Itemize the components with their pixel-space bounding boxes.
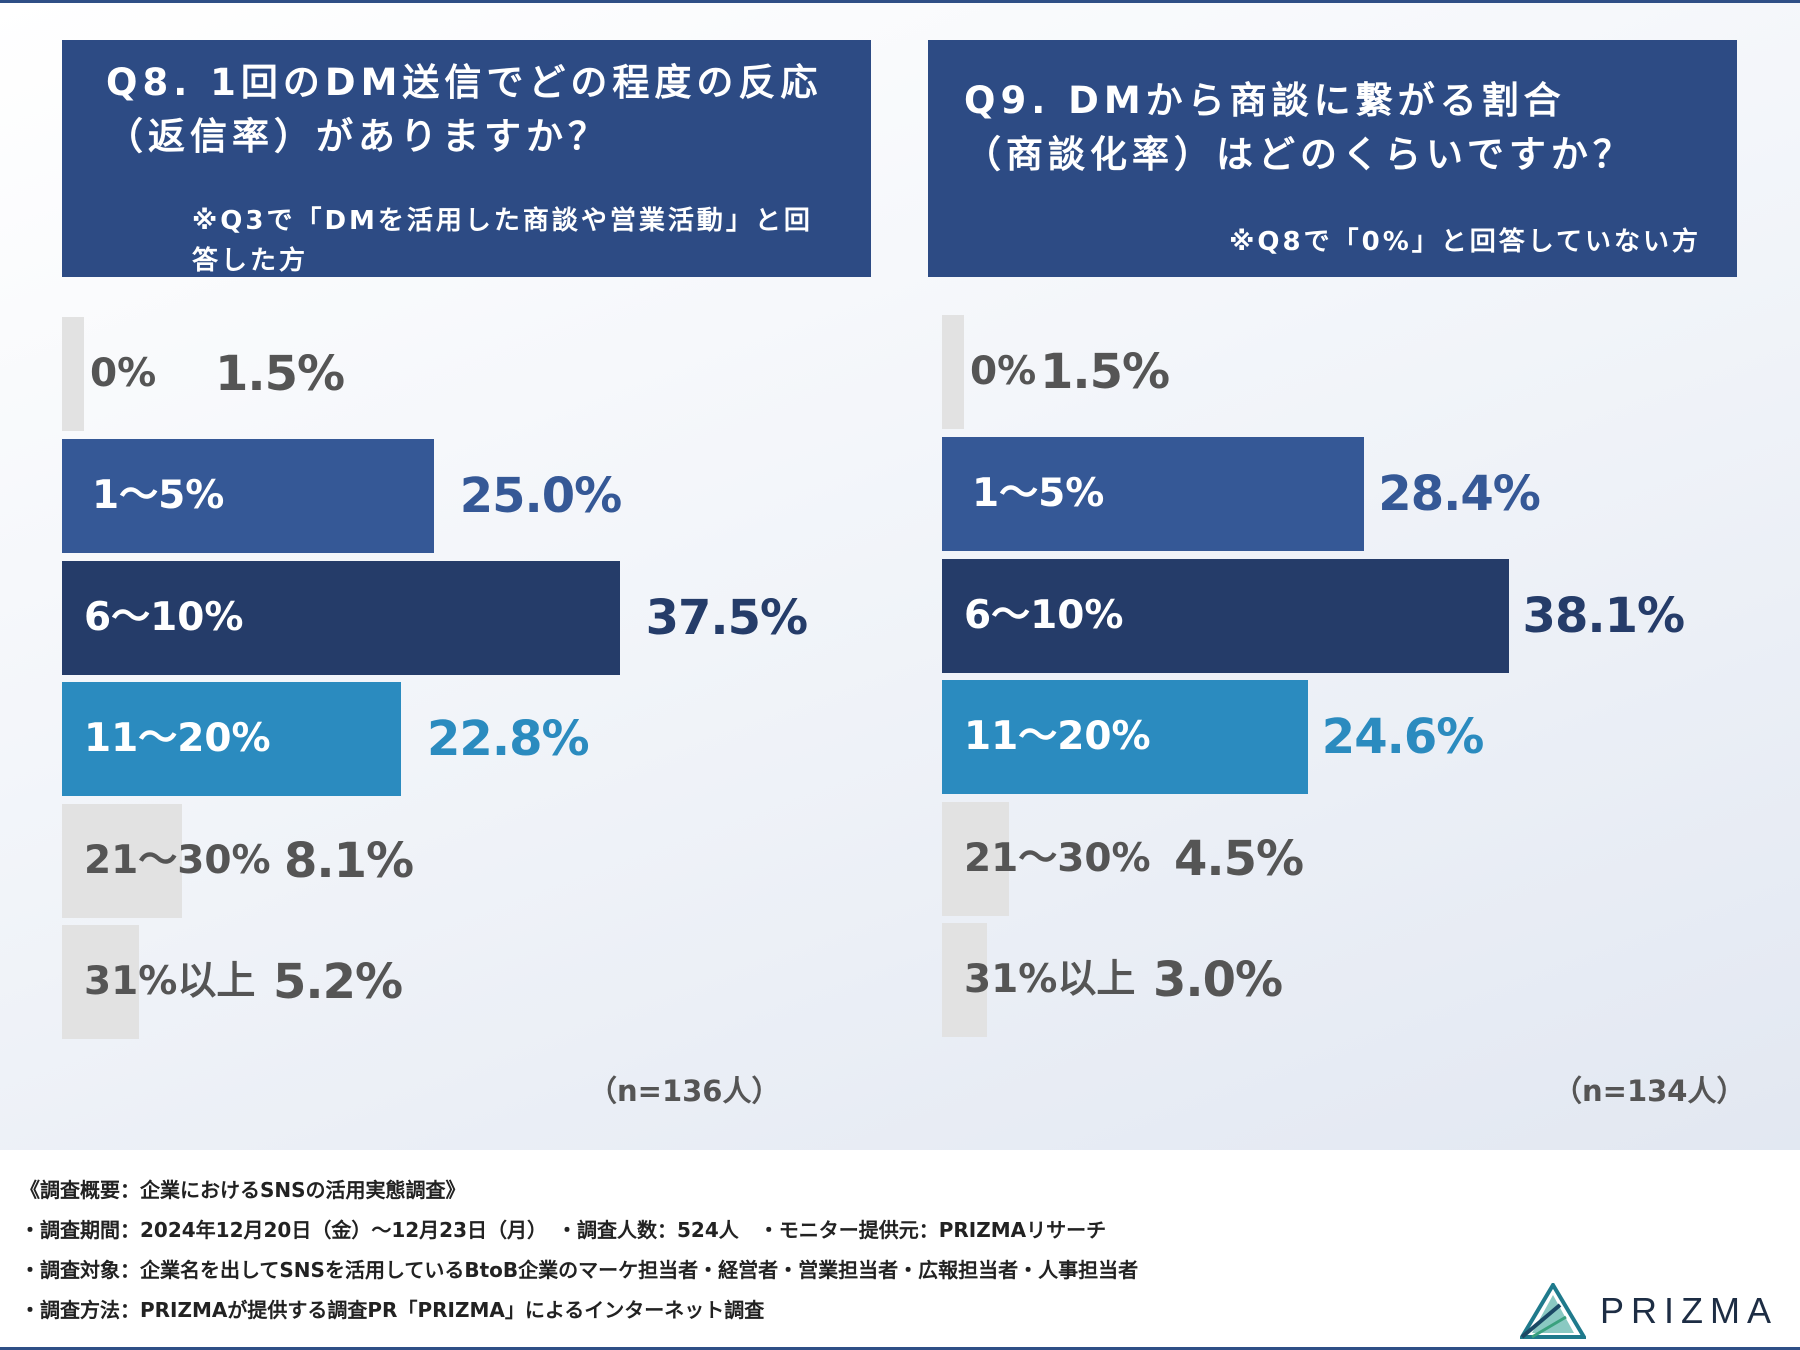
prizma-logo: PRIZMA	[1519, 1283, 1778, 1339]
logo-text: PRIZMA	[1599, 1290, 1778, 1331]
q9-category-label-1: 1～5%	[972, 471, 1105, 516]
q8-category-label-3: 11～20%	[84, 716, 271, 761]
q9-value-label-3: 24.6%	[1321, 709, 1485, 765]
q9-title: Q9. DMから商談に繋がる割合 （商談化率）はどのくらいですか？	[964, 74, 1635, 182]
q9-bar-1	[942, 437, 1365, 551]
q8-value-label-0: 1.5%	[215, 346, 345, 402]
footer-survey-method: ・調査方法：PRIZMAが提供する調査PR「PRIZMA」によるインターネット調…	[20, 1298, 765, 1322]
q9-category-label-5: 31%以上	[964, 957, 1136, 1002]
top-border	[0, 0, 1800, 3]
q8-value-label-4: 8.1%	[284, 833, 414, 889]
q9-value-label-5: 3.0%	[1153, 952, 1283, 1008]
q9-bar-2	[942, 559, 1509, 673]
q9-value-label-4: 4.5%	[1174, 831, 1304, 887]
q8-title-line2: （返信率）がありますか？	[106, 115, 610, 158]
q9-category-label-3: 11～20%	[964, 714, 1151, 759]
bottom-border	[0, 1347, 1800, 1350]
q8-category-label-5: 31%以上	[84, 959, 256, 1004]
q8-bar-5	[62, 925, 140, 1039]
footer-survey-title: 《調査概要：企業におけるSNSの活用実態調査》	[20, 1178, 466, 1202]
q8-bar-2	[62, 561, 620, 675]
q9-category-label-0: 0%	[970, 349, 1037, 394]
q8-bar-3	[62, 682, 402, 796]
q9-value-label-0: 1.5%	[1040, 344, 1170, 400]
q9-category-label-2: 6～10%	[964, 593, 1124, 638]
q8-bar-chart: 0% 1.5% 1～5% 25.0% 6～10% 37.5% 11～20% 22.8% 21～3…	[62, 317, 809, 1039]
q9-bar-4	[942, 802, 1009, 916]
q8-note: ※Q3で「DMを活用した商談や営業活動」と回答した方	[192, 206, 813, 276]
q9-category-label-4: 21～30%	[964, 836, 1151, 881]
q8-category-label-2: 6～10%	[84, 595, 244, 640]
footer-survey-target: ・調査対象：企業名を出してSNSを活用しているBtoB企業のマーケ担当者・経営者…	[20, 1258, 1139, 1282]
q9-bar-3	[942, 680, 1308, 794]
q9-title-line2: （商談化率）はどのくらいですか？	[964, 133, 1635, 176]
q8-title: Q8. 1回のDM送信でどの程度の反応 （返信率）がありますか？	[106, 56, 822, 164]
q8-category-label-0: 0%	[90, 351, 157, 396]
q9-note: ※Q8で「0%」と回答していない方	[1229, 227, 1701, 257]
q8-value-label-2: 37.5%	[645, 590, 809, 646]
q8-bar-1	[62, 439, 434, 553]
q8-title-line1: Q8. 1回のDM送信でどの程度の反応	[106, 61, 823, 104]
q9-title-line1: Q9. DMから商談に繋がる割合	[964, 79, 1566, 122]
q8-category-label-1: 1～5%	[92, 473, 225, 518]
q9-bar-chart: 0% 1.5% 1～5% 28.4% 6～10% 38.1% 11～20% 24.6% 21～3…	[942, 315, 1686, 1037]
q8-bar-4	[62, 804, 183, 918]
survey-footer: 《調査概要：企業におけるSNSの活用実態調査》 ・調査期間：2024年12月20…	[0, 1150, 1800, 1350]
q8-value-label-3: 22.8%	[427, 711, 590, 767]
q8-sample-size: （n=136人）	[588, 1074, 781, 1108]
q9-sample-size: （n=134人）	[1553, 1074, 1746, 1108]
q8-category-label-4: 21～30%	[84, 838, 271, 883]
q8-value-label-5: 5.2%	[273, 954, 403, 1010]
q9-bar-5	[942, 923, 987, 1037]
q9-header: Q9. DMから商談に繋がる割合 （商談化率）はどのくらいですか？ ※Q8で「0…	[928, 40, 1737, 277]
footer-survey-period: ・調査期間：2024年12月20日（金）～12月23日（月） ・調査人数：524…	[20, 1218, 1107, 1242]
q8-header: Q8. 1回のDM送信でどの程度の反応 （返信率）がありますか？ ※Q3で「DM…	[62, 40, 871, 277]
q8-bar-0	[62, 317, 85, 431]
q9-value-label-2: 38.1%	[1522, 588, 1686, 644]
q9-value-label-1: 28.4%	[1378, 466, 1541, 522]
q8-value-label-1: 25.0%	[459, 468, 623, 524]
q9-bar-0	[942, 315, 965, 429]
prism-triangle-icon	[1519, 1283, 1586, 1339]
